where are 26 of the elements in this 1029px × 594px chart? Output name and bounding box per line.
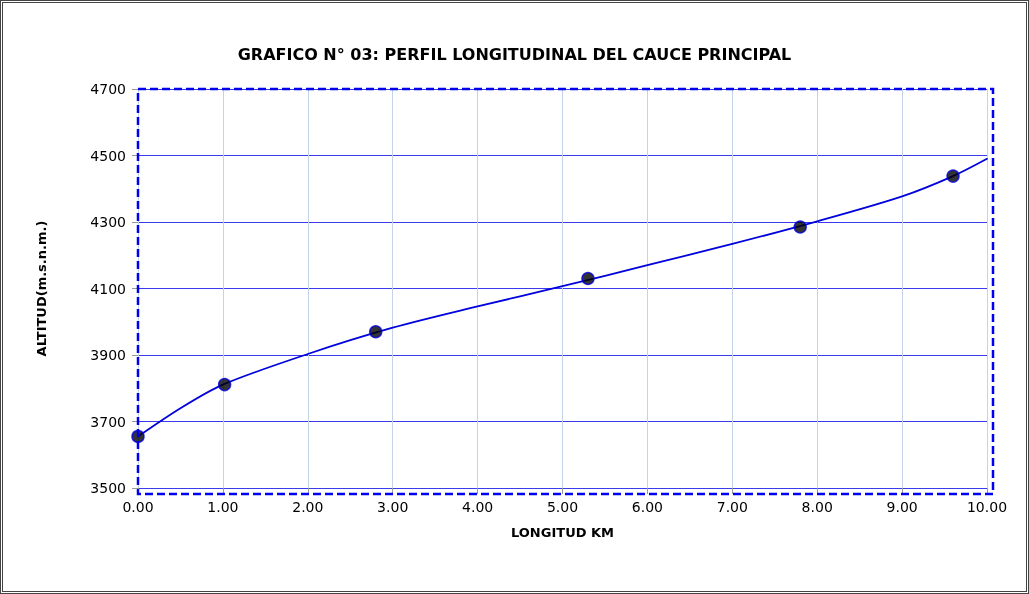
x-tick-label: 6.00 xyxy=(631,499,663,515)
point xyxy=(581,271,595,286)
point xyxy=(368,324,383,339)
x-tick-label: 7.00 xyxy=(716,499,748,515)
x-tick-label: 9.00 xyxy=(886,499,918,515)
y-axis-title: ALTITUD(m.s.n.m.) xyxy=(34,220,49,357)
y-tick-label: 4500 xyxy=(90,147,126,164)
x-tick-label: 2.00 xyxy=(292,499,324,515)
point xyxy=(793,220,807,234)
y-tick-label: 4100 xyxy=(90,280,126,297)
chart-title: GRAFICO N° 03: PERFIL LONGITUDINAL DEL CAUCE PRINCIPAL xyxy=(237,44,792,64)
y-tick-label: 3500 xyxy=(90,480,126,496)
y-tick-label: 3700 xyxy=(90,413,126,430)
y-tick-label: 4700 xyxy=(90,81,126,97)
x-axis-title: LONGITUD KM xyxy=(510,525,615,540)
point xyxy=(217,377,232,392)
y-tick-label: 4300 xyxy=(90,214,126,230)
x-tick-label: 0.00 xyxy=(122,499,154,515)
x-tick-label: 5.00 xyxy=(546,499,579,515)
x-tick-label: 8.00 xyxy=(801,499,833,515)
x-tick-label: 4.00 xyxy=(462,499,494,515)
x-tick-label: 10.00 xyxy=(966,499,1008,515)
x-tick-label: 3.00 xyxy=(377,499,409,515)
y-tick-label: 3900 xyxy=(90,347,126,363)
x-tick-label: 1.00 xyxy=(207,499,239,515)
point xyxy=(946,169,960,183)
